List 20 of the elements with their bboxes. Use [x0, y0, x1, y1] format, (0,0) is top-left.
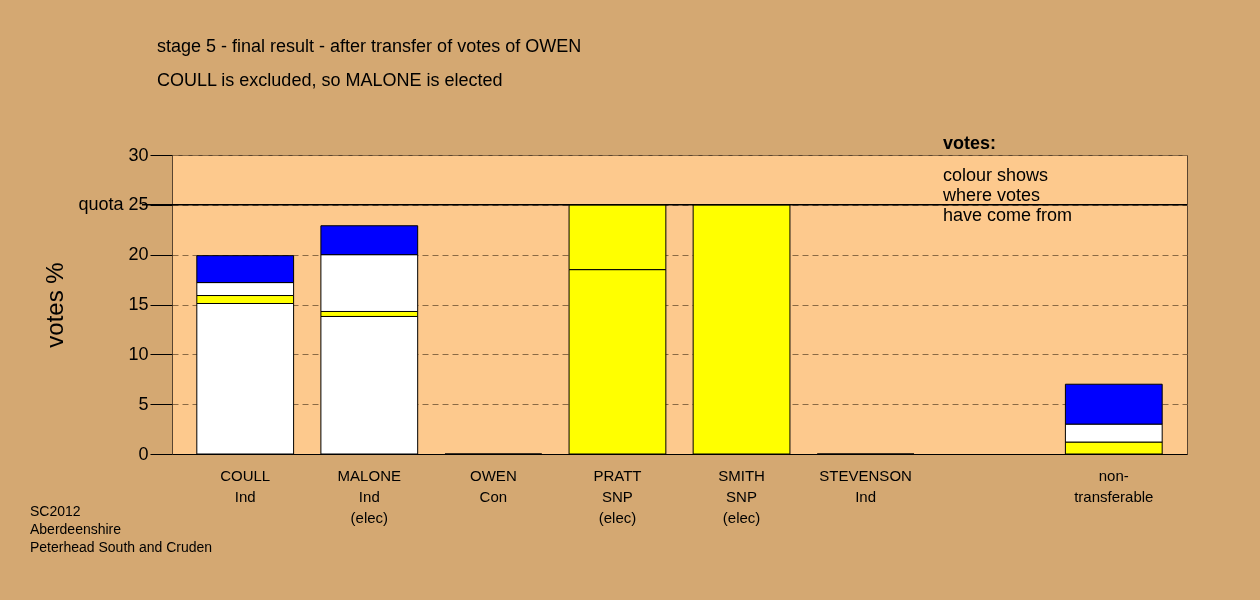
x-tick-label: PRATT SNP (elec)	[593, 466, 642, 526]
y-tick-label: 15	[128, 294, 149, 314]
x-tick-label: COULL Ind	[220, 466, 271, 505]
x-tick-label: OWEN Con	[470, 466, 517, 505]
text: SC2012 Aberdeenshire Peterhead South and Cruden	[30, 503, 213, 555]
y-tick-label: 20	[128, 244, 149, 265]
x-tick-label: MALONE Ind (elec)	[337, 466, 401, 526]
y-tick-label: quota 25	[78, 194, 149, 215]
x-tick-label: non- transferable	[1074, 466, 1154, 505]
y-tick-label: 5	[138, 393, 149, 414]
y-tick-label: 0	[138, 443, 149, 464]
y-axis-title: votes %	[41, 262, 69, 348]
x-tick-label: SMITH SNP (elec)	[718, 466, 765, 526]
chart-subtitle: COULL is excluded, so MALONE is elected	[157, 70, 503, 90]
y-tick-label: 30	[128, 144, 149, 165]
y-tick-label: 10	[128, 343, 149, 364]
chart-title: stage 5 - final result - after transfer of votes of OWEN	[157, 36, 582, 56]
annotation: colour shows where votes have come from	[942, 165, 1073, 225]
text: votes:	[943, 133, 997, 153]
x-tick-label: STEVENSON Ind	[819, 466, 912, 505]
